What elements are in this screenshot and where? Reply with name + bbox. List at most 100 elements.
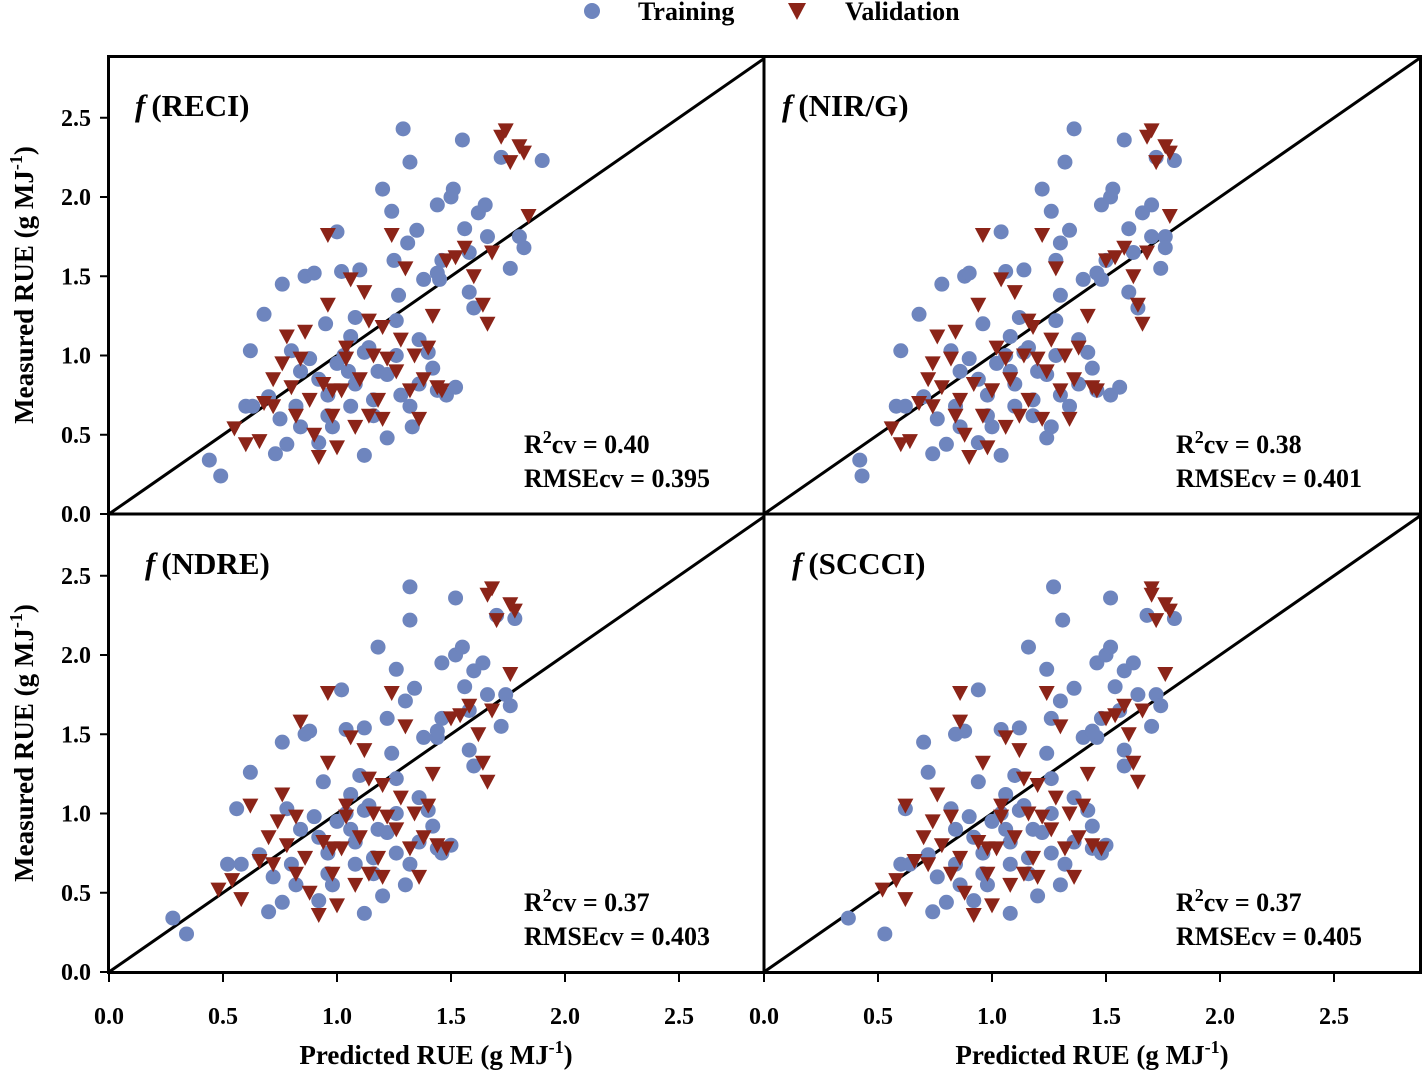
validation-point bbox=[924, 399, 941, 415]
validation-point bbox=[392, 332, 409, 348]
training-point bbox=[402, 612, 418, 628]
y-tick-label: 1.0 bbox=[61, 344, 91, 370]
validation-point bbox=[974, 228, 991, 244]
stat-rmse: RMSEcv = 0.401 bbox=[1176, 464, 1362, 493]
training-point bbox=[213, 468, 229, 484]
training-point bbox=[272, 411, 288, 427]
validation-point bbox=[897, 798, 914, 814]
y-tick-label: 2.5 bbox=[61, 564, 91, 590]
validation-point bbox=[420, 340, 437, 356]
training-point bbox=[402, 398, 418, 414]
validation-point bbox=[351, 372, 368, 388]
training-point bbox=[1112, 379, 1128, 395]
training-point bbox=[229, 801, 245, 817]
validation-point bbox=[210, 882, 227, 898]
validation-point bbox=[397, 261, 414, 277]
one-to-one-line bbox=[109, 514, 764, 972]
training-point bbox=[970, 682, 986, 698]
validation-point bbox=[319, 686, 336, 702]
training-point bbox=[929, 869, 945, 885]
training-point bbox=[1062, 222, 1078, 238]
validation-point bbox=[1161, 603, 1178, 619]
training-point bbox=[245, 398, 261, 414]
training-point bbox=[1130, 687, 1146, 703]
validation-point bbox=[974, 755, 991, 771]
x-axis: 0.0 0.5 1.0 1.5 2.0 2.5 0.0 0.5 1.0 1.5 2.0 2.5 bbox=[94, 972, 1349, 1030]
validation-point bbox=[956, 885, 973, 901]
training-point bbox=[493, 718, 509, 734]
stat-r2: R2cv = 0.37 bbox=[524, 885, 650, 917]
validation-point bbox=[379, 351, 396, 367]
y-tick-label: 2.0 bbox=[61, 643, 91, 669]
x-tick-label: 2.0 bbox=[1205, 1004, 1235, 1030]
validation-point bbox=[1034, 809, 1051, 825]
training-point bbox=[329, 813, 345, 829]
validation-point bbox=[1043, 822, 1060, 838]
validation-point bbox=[993, 809, 1010, 825]
training-point bbox=[356, 447, 372, 463]
training-point bbox=[1048, 313, 1064, 329]
training-point bbox=[1105, 181, 1121, 197]
training-point bbox=[293, 363, 309, 379]
training-point bbox=[502, 260, 518, 276]
training-point bbox=[356, 720, 372, 736]
stat-r2: R2cv = 0.37 bbox=[1176, 885, 1302, 917]
validation-point bbox=[251, 854, 268, 870]
validation-point bbox=[1015, 771, 1032, 787]
y-tick-label: 0.0 bbox=[61, 960, 91, 986]
x-tick-label: 0.0 bbox=[749, 1004, 779, 1030]
validation-point bbox=[1020, 313, 1037, 329]
validation-point bbox=[406, 806, 423, 822]
training-point bbox=[1002, 905, 1018, 921]
validation-point bbox=[287, 866, 304, 882]
validation-point bbox=[1148, 613, 1165, 629]
validation-point bbox=[1061, 806, 1078, 822]
validation-point bbox=[1066, 372, 1083, 388]
validation-point bbox=[301, 885, 318, 901]
validation-point bbox=[226, 421, 243, 437]
validation-point bbox=[278, 329, 295, 345]
training-point bbox=[475, 655, 491, 671]
training-point bbox=[1002, 328, 1018, 344]
validation-point bbox=[993, 272, 1010, 288]
validation-point bbox=[397, 719, 414, 735]
validation-point bbox=[265, 399, 282, 415]
training-point bbox=[948, 821, 964, 837]
training-point bbox=[454, 639, 470, 655]
training-point bbox=[379, 430, 395, 446]
training-point bbox=[1116, 758, 1132, 774]
training-point bbox=[461, 742, 477, 758]
y-tick-label: 2.5 bbox=[61, 106, 91, 132]
validation-point bbox=[1116, 698, 1133, 714]
training-point bbox=[1034, 825, 1050, 841]
training-point bbox=[402, 154, 418, 170]
validation-point bbox=[1002, 372, 1019, 388]
training-point bbox=[1043, 203, 1059, 219]
training-point bbox=[343, 328, 359, 344]
validation-point bbox=[520, 209, 537, 225]
validation-point bbox=[465, 269, 482, 285]
training-point bbox=[386, 252, 402, 268]
validation-point bbox=[1015, 866, 1032, 882]
validation-point bbox=[374, 319, 391, 335]
training-point bbox=[1052, 287, 1068, 303]
validation-point bbox=[1120, 727, 1137, 743]
validation-point bbox=[1134, 703, 1151, 719]
training-point bbox=[477, 197, 493, 213]
training-point bbox=[425, 360, 441, 376]
validation-point bbox=[1029, 351, 1046, 367]
training-point bbox=[1055, 612, 1071, 628]
legend-validation-marker bbox=[788, 3, 806, 20]
training-point bbox=[1084, 818, 1100, 834]
training-point bbox=[407, 680, 423, 696]
y-tick-label: 1.5 bbox=[61, 264, 91, 290]
x-tick-label: 1.5 bbox=[1091, 1004, 1121, 1030]
validation-point bbox=[370, 850, 387, 866]
training-point bbox=[938, 894, 954, 910]
validation-point bbox=[947, 408, 964, 424]
validation-point bbox=[974, 408, 991, 424]
validation-point bbox=[984, 898, 1000, 914]
validation-point bbox=[251, 434, 268, 450]
validation-point bbox=[287, 408, 304, 424]
validation-point bbox=[933, 380, 950, 396]
